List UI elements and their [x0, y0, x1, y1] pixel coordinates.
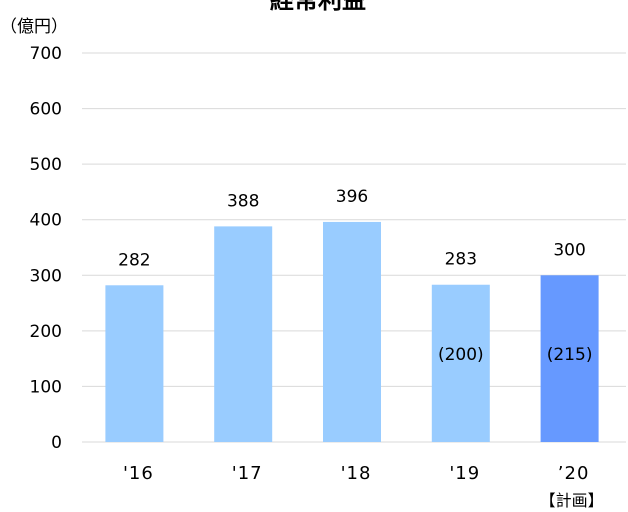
x-category-note: 【計画】	[540, 491, 604, 510]
bar-value-label: 396	[336, 187, 368, 207]
x-category-label: '19	[449, 463, 480, 484]
bar	[214, 226, 273, 442]
x-category-label: '16	[123, 463, 154, 484]
y-tick-label: 0	[51, 433, 62, 453]
y-tick-label: 500	[30, 155, 62, 175]
x-category-label: '18	[341, 463, 372, 484]
chart-title: 経常利益	[270, 0, 366, 14]
x-category-label: '17	[232, 463, 263, 484]
bar	[105, 285, 164, 442]
bar	[323, 221, 381, 442]
y-tick-label: 200	[30, 322, 62, 342]
bar	[540, 275, 599, 442]
y-tick-label: 400	[30, 211, 62, 231]
bar-value-label: 282	[118, 250, 150, 270]
y-tick-label: 600	[30, 100, 62, 120]
data-labels: 282 388 396 283 (200) 300 (215)	[118, 187, 592, 365]
bar-inner-label: (215)	[547, 345, 593, 365]
x-category-label: ’20	[558, 463, 590, 484]
bar-value-label: 388	[227, 191, 259, 211]
bar-inner-label: (200)	[438, 345, 484, 365]
x-axis-categories: '16 '17 '18 '19 ’20 【計画】	[123, 463, 604, 510]
bar-value-label: 300	[553, 240, 585, 260]
bar	[431, 284, 490, 442]
y-axis-ticks: 0 100 200 300 400 500 600 700	[30, 44, 62, 453]
bar-value-label: 283	[445, 250, 477, 270]
y-tick-label: 300	[30, 266, 62, 286]
y-axis-unit-label: （億円）	[0, 17, 68, 37]
bars	[105, 221, 599, 442]
y-tick-label: 700	[30, 44, 62, 64]
y-tick-label: 100	[30, 377, 62, 397]
